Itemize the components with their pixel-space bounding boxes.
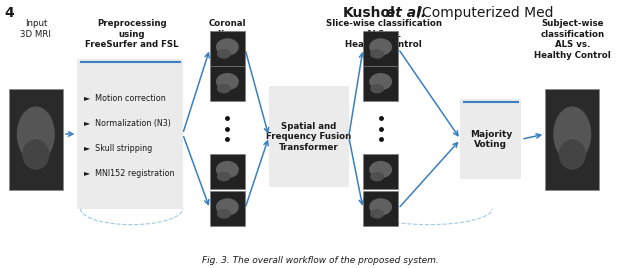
Bar xyxy=(363,154,398,189)
Bar xyxy=(210,191,245,226)
Ellipse shape xyxy=(369,73,392,90)
Text: 4: 4 xyxy=(4,6,13,20)
Bar xyxy=(363,31,398,66)
Text: ►  MNI152 registration: ► MNI152 registration xyxy=(84,169,174,178)
Text: ►  Skull stripping: ► Skull stripping xyxy=(84,144,152,153)
Text: /Computerized Med: /Computerized Med xyxy=(413,6,553,20)
Bar xyxy=(210,154,245,189)
Ellipse shape xyxy=(216,38,239,56)
Text: ►  Motion correction: ► Motion correction xyxy=(84,94,166,102)
Text: Coronal
slices: Coronal slices xyxy=(209,19,246,39)
FancyBboxPatch shape xyxy=(545,89,600,190)
Ellipse shape xyxy=(370,84,384,93)
Ellipse shape xyxy=(370,209,384,219)
Text: Subject-wise
classification
ALS vs.
Healthy Control: Subject-wise classification ALS vs. Heal… xyxy=(534,19,611,59)
Ellipse shape xyxy=(217,209,231,219)
Bar xyxy=(363,66,398,101)
Bar xyxy=(269,86,349,187)
FancyBboxPatch shape xyxy=(9,89,63,190)
Ellipse shape xyxy=(553,106,591,162)
Ellipse shape xyxy=(217,84,231,93)
Bar xyxy=(461,99,521,179)
Bar xyxy=(210,31,245,66)
Ellipse shape xyxy=(369,198,392,215)
Ellipse shape xyxy=(217,49,231,59)
Text: Kushol: Kushol xyxy=(342,6,395,20)
Text: Spatial and
Frequency Fusion
Transformer: Spatial and Frequency Fusion Transformer xyxy=(266,122,351,152)
Ellipse shape xyxy=(17,106,55,162)
Ellipse shape xyxy=(369,161,392,178)
Ellipse shape xyxy=(369,38,392,56)
Bar xyxy=(77,59,182,209)
Ellipse shape xyxy=(370,172,384,181)
Text: Majority
Voting: Majority Voting xyxy=(470,130,512,149)
Bar xyxy=(210,66,245,101)
Ellipse shape xyxy=(216,198,239,215)
Ellipse shape xyxy=(370,49,384,59)
Ellipse shape xyxy=(559,139,586,170)
Text: Slice-wise classification
ALS vs.
Healthy Control: Slice-wise classification ALS vs. Health… xyxy=(326,19,442,49)
Text: Fig. 3. The overall workflow of the proposed system.: Fig. 3. The overall workflow of the prop… xyxy=(202,256,438,265)
Ellipse shape xyxy=(217,172,231,181)
Bar xyxy=(363,191,398,226)
Text: ►  Normalization (N3): ► Normalization (N3) xyxy=(84,119,171,128)
Text: Input
3D MRI: Input 3D MRI xyxy=(20,19,51,39)
Text: Preprocessing
using
FreeSurfer and FSL: Preprocessing using FreeSurfer and FSL xyxy=(85,19,179,49)
Ellipse shape xyxy=(22,139,49,170)
Ellipse shape xyxy=(216,161,239,178)
Ellipse shape xyxy=(216,73,239,90)
Text: et al.: et al. xyxy=(381,6,426,20)
